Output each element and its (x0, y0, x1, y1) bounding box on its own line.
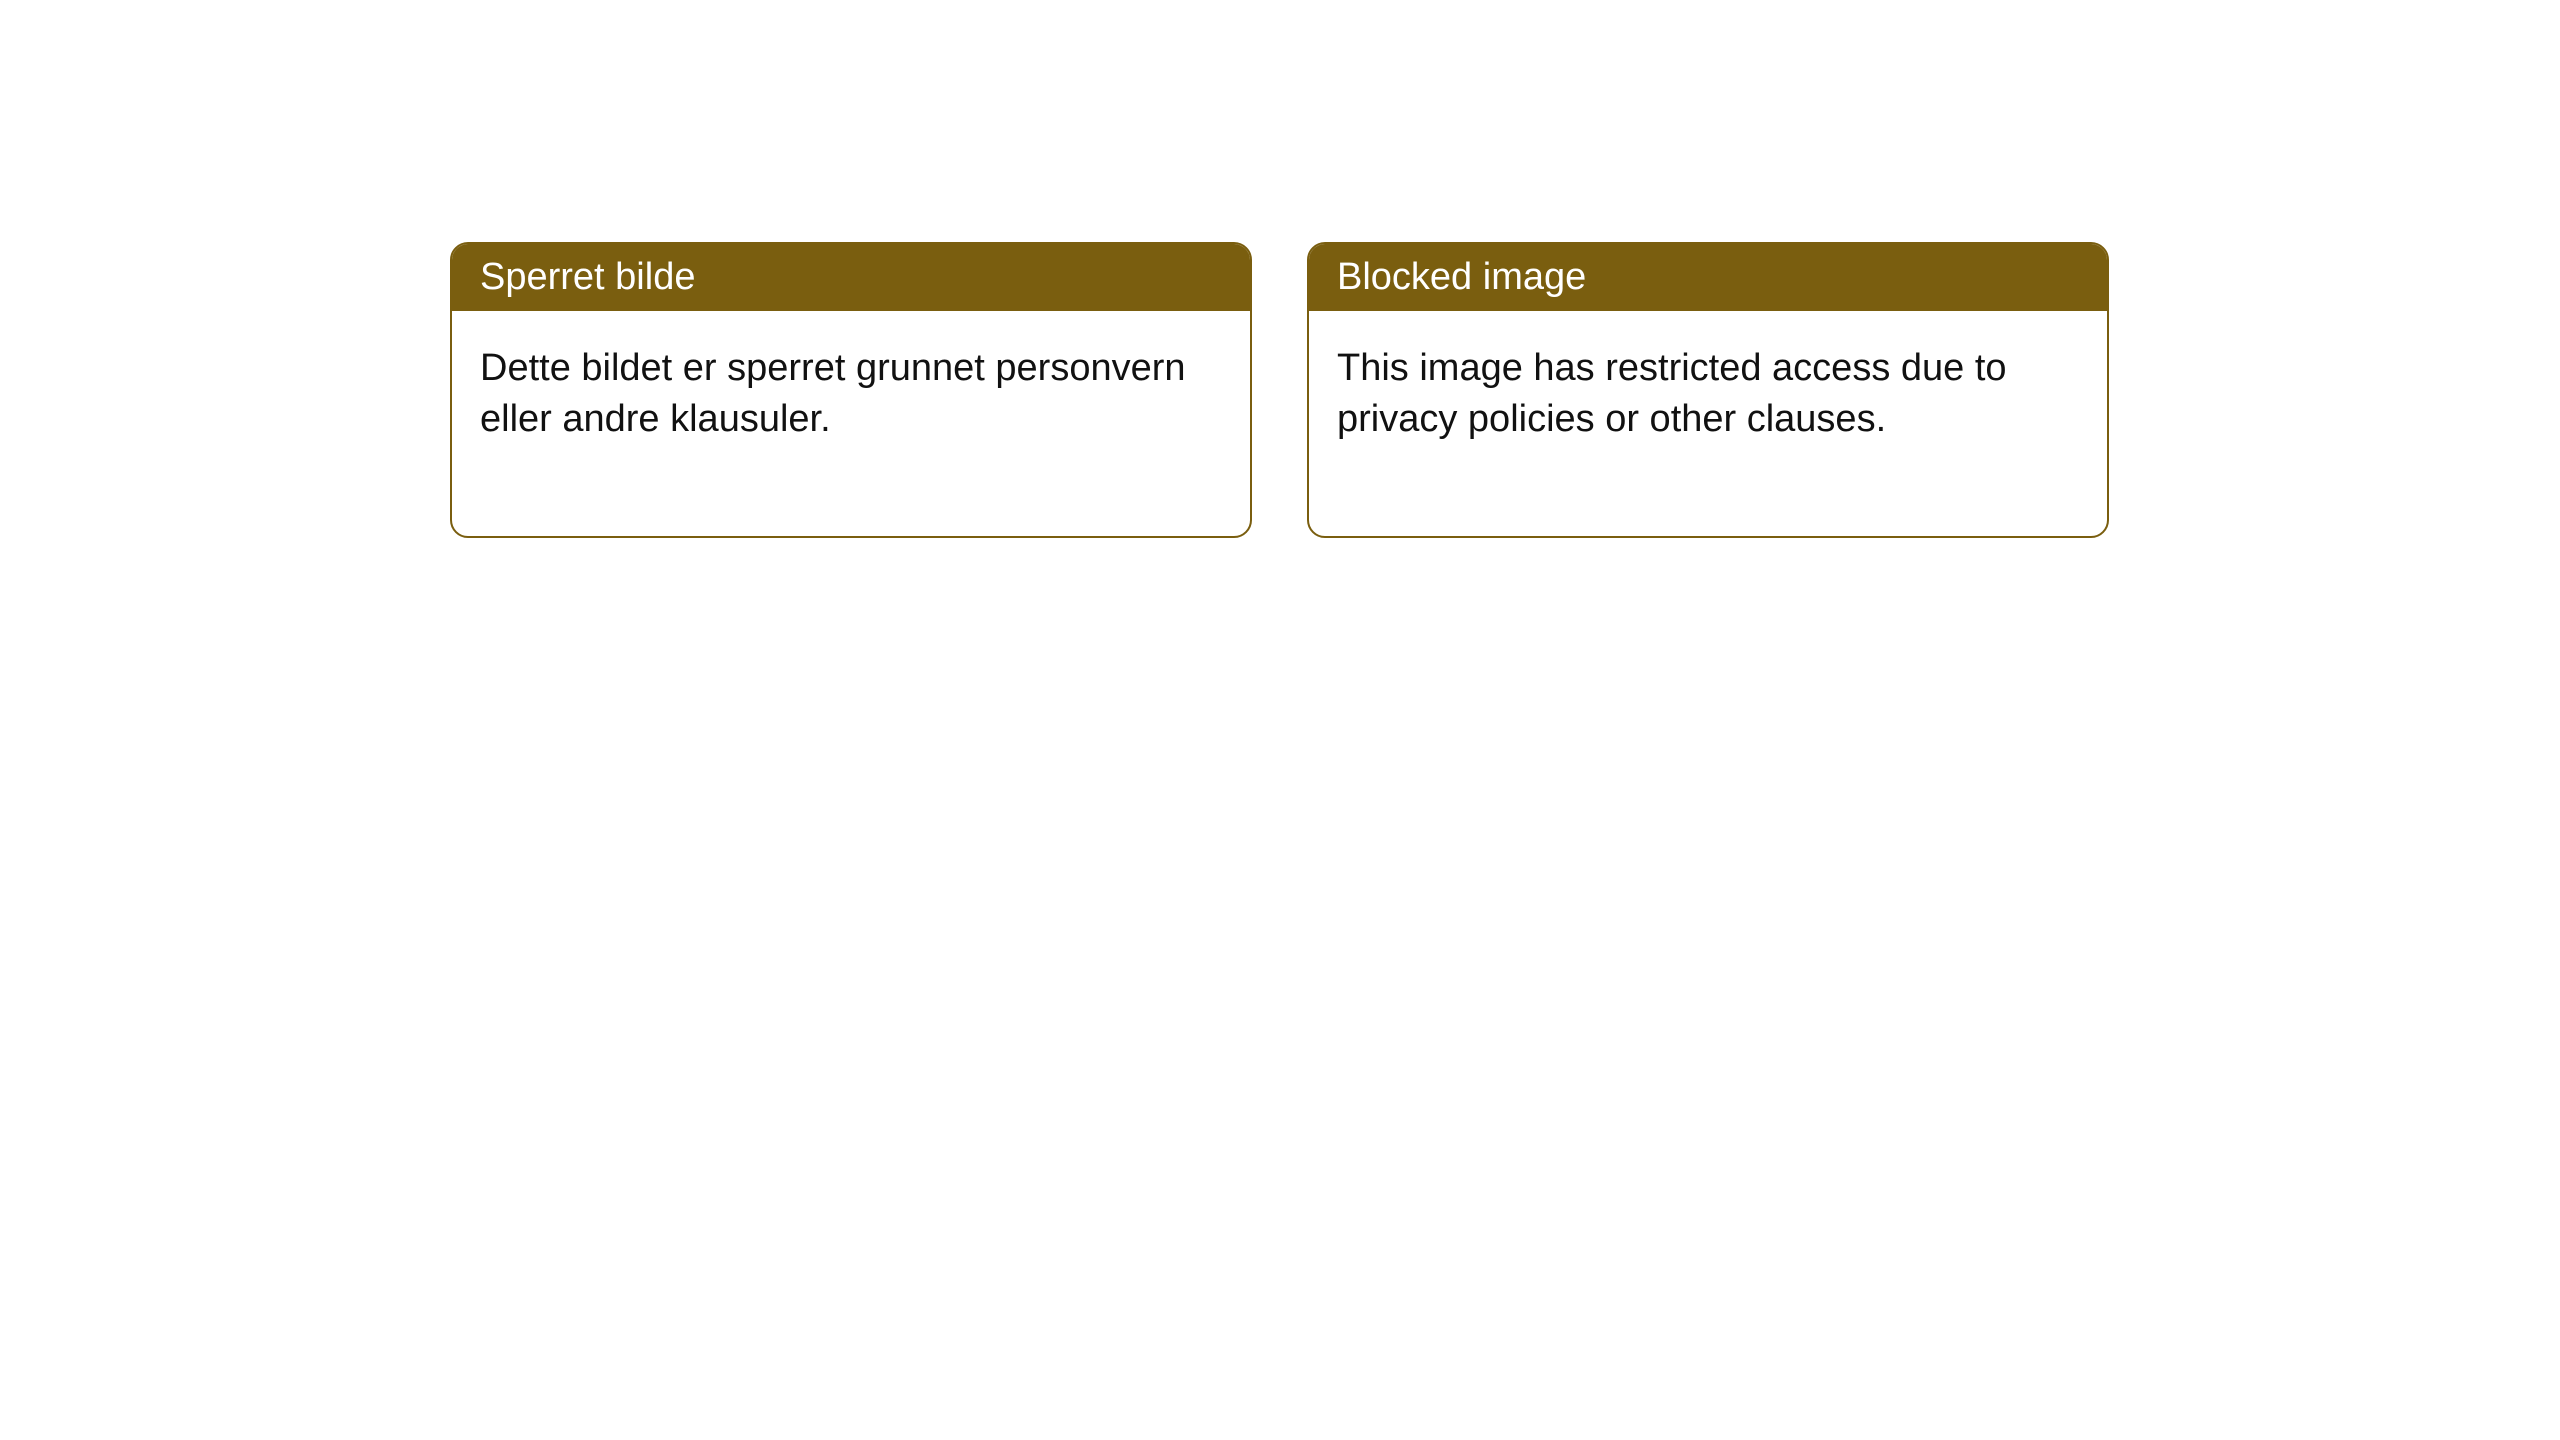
notice-header-en: Blocked image (1309, 244, 2107, 311)
notice-card-no: Sperret bilde Dette bildet er sperret gr… (450, 242, 1252, 538)
notice-header-no: Sperret bilde (452, 244, 1250, 311)
notice-body-en: This image has restricted access due to … (1309, 311, 2107, 536)
notice-body-no: Dette bildet er sperret grunnet personve… (452, 311, 1250, 536)
notice-container: Sperret bilde Dette bildet er sperret gr… (450, 242, 2109, 538)
notice-card-en: Blocked image This image has restricted … (1307, 242, 2109, 538)
